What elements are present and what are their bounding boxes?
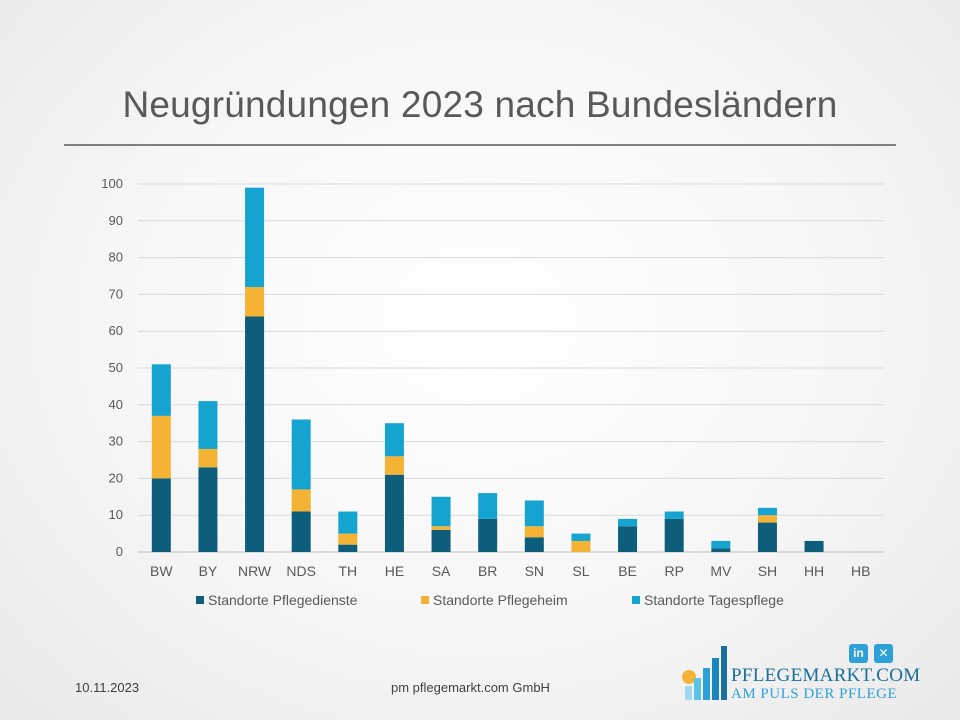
x-tick-label: NRW <box>238 563 272 579</box>
bar-segment <box>757 522 777 552</box>
logo-bar <box>703 668 710 700</box>
x-tick-label: SA <box>432 563 451 579</box>
y-tick-label: 10 <box>109 507 123 522</box>
x-tick-label: BY <box>199 563 218 579</box>
bar-segment <box>245 316 265 552</box>
bar-segment <box>757 507 777 516</box>
x-tick-label: SL <box>572 563 589 579</box>
y-tick-label: 80 <box>109 250 123 265</box>
bar-segment <box>804 540 824 552</box>
x-tick-label: SH <box>758 563 777 579</box>
bar-segment <box>384 456 404 475</box>
bar-segment <box>431 529 451 552</box>
logo-sun <box>682 670 696 684</box>
bar-segment <box>338 544 358 552</box>
bar-segment <box>151 478 171 552</box>
footer-date: 10.11.2023 <box>75 680 140 695</box>
bar-segment <box>245 287 265 317</box>
footer-company: pm pflegemarkt.com GmbH <box>391 680 550 695</box>
title-divider <box>64 144 896 146</box>
bar-segment <box>571 540 591 552</box>
bar-segment <box>524 500 544 527</box>
y-tick-label: 90 <box>109 213 123 228</box>
bar-segment <box>384 474 404 552</box>
bar-segment <box>711 540 731 549</box>
y-tick-label: 30 <box>109 434 123 449</box>
bar-segment <box>245 187 265 288</box>
logo-bar <box>721 646 727 700</box>
y-tick-label: 50 <box>109 360 123 375</box>
x-tick-label: MV <box>710 563 732 579</box>
legend-label: Standorte Tagespflege <box>644 592 784 608</box>
bar-segment <box>571 533 591 541</box>
chart-bars <box>151 187 824 552</box>
bar-segment <box>291 511 311 552</box>
y-tick-label: 100 <box>101 176 123 191</box>
bar-segment <box>198 467 218 552</box>
bar-segment <box>757 515 777 523</box>
legend-label: Standorte Pflegedienste <box>208 592 358 608</box>
pflegemarkt-logo-mark <box>682 646 727 700</box>
bar-segment <box>618 526 638 552</box>
x-tick-label: HB <box>851 563 870 579</box>
y-tick-label: 40 <box>109 397 123 412</box>
x-tick-label: SN <box>525 563 544 579</box>
bar-segment <box>291 419 311 490</box>
y-tick-label: 60 <box>109 323 123 338</box>
bar-segment <box>151 415 171 479</box>
legend-label: Standorte Pflegeheim <box>433 592 568 608</box>
page-title: Neugründungen 2023 nach Bundesländern <box>122 84 838 125</box>
bar-segment <box>291 489 311 512</box>
legend-swatch <box>421 596 429 604</box>
bar-segment <box>478 518 498 552</box>
logo-bar <box>685 686 692 700</box>
y-tick-label: 20 <box>109 470 123 485</box>
bar-segment <box>198 448 218 468</box>
bar-segment <box>478 493 498 519</box>
bar-segment <box>664 511 684 519</box>
bar-segment <box>618 518 638 527</box>
bar-segment <box>384 423 404 457</box>
logo-bar <box>694 678 701 700</box>
brand-name: PFLEGEMARKT.COM <box>731 665 921 686</box>
legend-swatch <box>196 596 204 604</box>
bar-segment <box>664 518 684 552</box>
x-tick-label: BE <box>618 563 637 579</box>
brand-slogan: AM PULS DER PFLEGE <box>731 686 898 702</box>
bar-segment <box>338 533 358 545</box>
y-tick-label: 0 <box>116 544 123 559</box>
y-axis-labels: 0 10 20 30 40 50 60 70 80 90 100 <box>101 176 123 559</box>
x-tick-label: BW <box>150 563 173 579</box>
bar-segment <box>198 401 218 449</box>
linkedin-icon[interactable]: in <box>849 644 868 663</box>
x-tick-label: NDS <box>286 563 316 579</box>
x-tick-label: TH <box>338 563 357 579</box>
xing-icon[interactable]: ✕ <box>874 644 893 663</box>
bar-segment <box>338 511 358 534</box>
bar-segment <box>431 496 451 527</box>
bar-segment <box>524 537 544 552</box>
logo-bar <box>712 658 719 700</box>
bar-segment <box>151 364 171 416</box>
x-tick-label: BR <box>478 563 497 579</box>
bar-segment <box>524 526 544 538</box>
legend-swatch <box>632 596 640 604</box>
x-tick-label: RP <box>664 563 683 579</box>
bar-segment <box>431 526 451 530</box>
x-tick-label: HE <box>385 563 404 579</box>
x-tick-label: HH <box>804 563 824 579</box>
chart-legend: Standorte Pflegedienste Standorte Pflegeh… <box>196 592 784 608</box>
x-axis-labels: BW BY NRW NDS TH HE SA BR SN SL BE RP MV SH HH HB <box>150 563 870 579</box>
bar-segment <box>711 548 731 552</box>
y-tick-label: 70 <box>109 286 123 301</box>
